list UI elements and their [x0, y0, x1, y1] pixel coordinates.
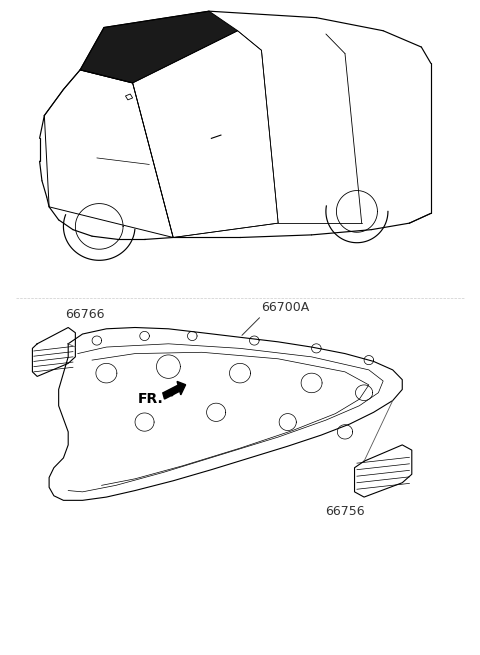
- Text: 66766: 66766: [65, 308, 105, 321]
- Text: FR.: FR.: [137, 392, 163, 406]
- Polygon shape: [125, 94, 132, 100]
- Polygon shape: [80, 11, 238, 83]
- FancyArrow shape: [163, 381, 186, 399]
- Text: 66700A: 66700A: [262, 301, 310, 314]
- Text: 66756: 66756: [325, 505, 365, 518]
